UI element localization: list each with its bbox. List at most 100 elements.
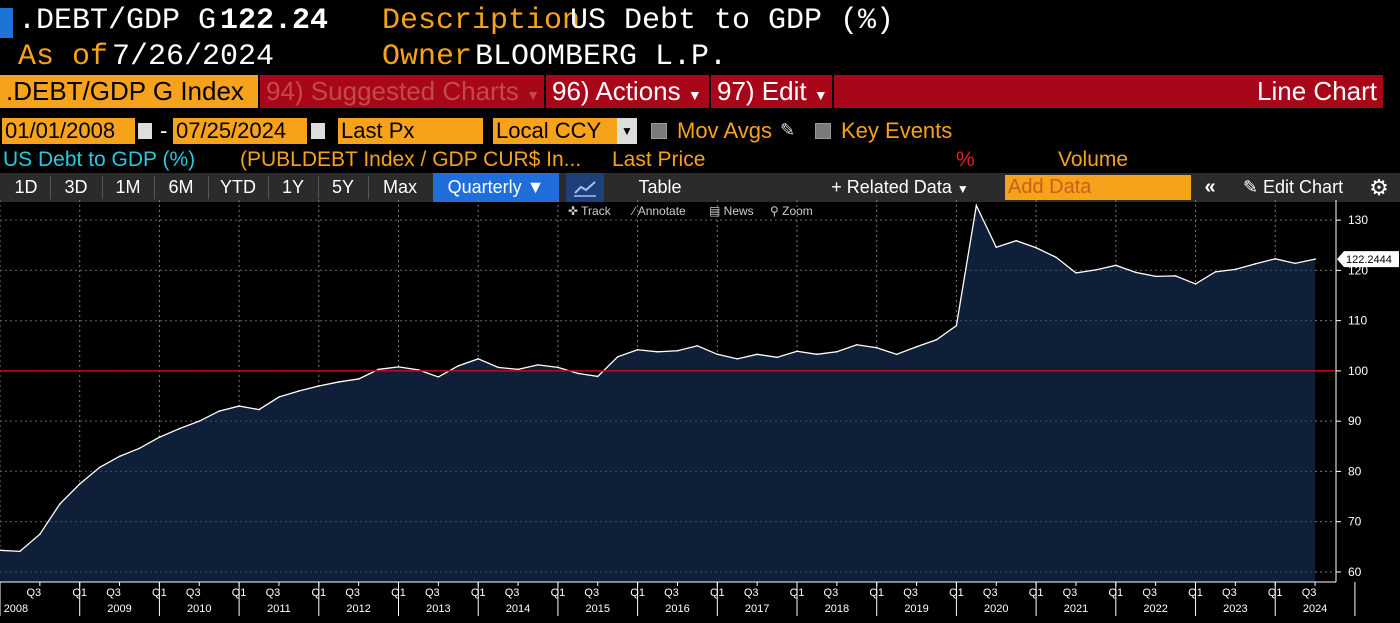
edit-label: 97) Edit (717, 76, 807, 106)
owner-label: Owner (382, 40, 473, 74)
suggested-charts-label: 94) Suggested Charts (266, 76, 519, 106)
range-5y-button[interactable]: 5Y (331, 177, 355, 197)
data-point (796, 350, 798, 353)
quarter-label: Q3 (106, 587, 121, 599)
data-point (1254, 263, 1257, 265)
news-tool[interactable]: ▤ News (709, 204, 754, 218)
data-point (118, 455, 121, 458)
data-point (1035, 246, 1037, 249)
data-point (138, 447, 141, 450)
quarter-label: Q1 (311, 587, 326, 599)
data-point (656, 350, 659, 353)
range-3d-button[interactable]: 3D (64, 177, 88, 197)
caret-down-icon: ▼ (687, 87, 702, 103)
gear-icon[interactable]: ⚙ (1369, 175, 1389, 200)
edit-chart-label: Edit Chart (1263, 177, 1344, 197)
owner-value: BLOOMBERG L.P. (475, 40, 728, 74)
year-label: 2019 (904, 603, 928, 615)
quarter-label: Q1 (152, 587, 167, 599)
chart-type-menu[interactable]: Line Chart (834, 75, 1383, 108)
security-field[interactable]: .DEBT/GDP G Index (0, 75, 258, 108)
data-point (836, 350, 838, 353)
data-point (955, 324, 958, 327)
calendar-icon[interactable] (138, 123, 152, 139)
track-label: Track (581, 204, 611, 218)
key-events-checkbox[interactable] (815, 123, 831, 139)
edit-menu[interactable]: 97) Edit ▼ (711, 75, 832, 108)
track-tool[interactable]: ✜ Track (568, 204, 611, 218)
chart-toolbar: 1D 3D 1M 6M YTD 1Y 5Y Max Quarterly ▼ Ta… (0, 173, 1400, 202)
data-point (596, 375, 599, 378)
calendar-icon[interactable] (311, 123, 325, 139)
y-tick-label: 130 (1348, 213, 1368, 227)
field-select[interactable]: Last Px (338, 118, 483, 144)
range-6m-button[interactable]: 6M (168, 177, 194, 197)
data-point (437, 376, 440, 378)
data-point (397, 366, 400, 368)
caret-down-icon[interactable]: ▼ (617, 118, 637, 144)
data-point (278, 396, 280, 398)
caret-down-icon: ▼ (526, 177, 545, 197)
quarter-label: Q3 (584, 587, 599, 599)
quarter-label: Q1 (232, 587, 247, 599)
data-point (1174, 275, 1177, 277)
caret-down-icon: ▼ (813, 87, 828, 103)
suggested-charts-menu[interactable]: 94) Suggested Charts ▼ (260, 75, 544, 108)
line-chart-icon[interactable] (566, 173, 604, 202)
currency-select[interactable]: Local CCY (493, 118, 617, 144)
quarter-label: Q3 (824, 587, 839, 599)
data-point (816, 353, 818, 356)
range-max-button[interactable]: Max (382, 177, 417, 197)
related-data-menu[interactable]: + Related Data ▼ (812, 173, 988, 202)
pencil-icon[interactable]: ✎ (780, 120, 796, 140)
quarter-label: Q3 (266, 587, 281, 599)
annotate-tool[interactable]: ∕ Annotate (633, 204, 686, 218)
quarter-label: Q1 (790, 587, 805, 599)
mov-avgs-label: Mov Avgs (677, 118, 772, 143)
range-1y-button[interactable]: 1Y (281, 177, 305, 197)
line-chart-glyph (574, 181, 596, 197)
start-date-input[interactable]: 01/01/2008 (2, 118, 135, 144)
edit-chart-button[interactable]: ✎ Edit Chart (1228, 173, 1358, 202)
range-ytd-button[interactable]: YTD (220, 177, 256, 197)
menu-bar: .DEBT/GDP G Index 94) Suggested Charts ▼… (0, 75, 1400, 108)
year-label: 2024 (1303, 603, 1327, 615)
data-point (855, 343, 858, 346)
actions-menu[interactable]: 96) Actions ▼ (546, 75, 709, 108)
year-label: 2009 (107, 603, 131, 615)
data-point (1095, 269, 1097, 271)
frequency-label: Quarterly (447, 177, 522, 197)
data-point (776, 356, 778, 359)
chevron-double-left-icon[interactable]: « (1204, 176, 1216, 198)
mov-avgs-checkbox[interactable] (651, 123, 667, 139)
quarter-label: Q3 (1063, 587, 1078, 599)
frequency-select[interactable]: Quarterly ▼ (433, 173, 559, 202)
data-point (58, 503, 61, 505)
data-point (557, 366, 559, 369)
series-layer (0, 203, 1335, 583)
year-label: 2016 (665, 603, 689, 615)
range-1d-button[interactable]: 1D (14, 177, 38, 197)
end-date-input[interactable]: 07/25/2024 (173, 118, 307, 144)
volume-label: Volume (1058, 148, 1129, 171)
data-point (935, 338, 938, 341)
quarter-label: Q3 (1142, 587, 1157, 599)
range-1m-button[interactable]: 1M (115, 177, 141, 197)
y-tick-label: 70 (1348, 515, 1362, 529)
add-data-input[interactable]: Add Data (1005, 175, 1191, 200)
year-label: 2011 (267, 603, 291, 615)
as-of-date: 7/26/2024 (112, 40, 275, 74)
quarter-label: Q1 (630, 587, 645, 599)
as-of-label: As of (18, 40, 109, 74)
data-point (975, 204, 978, 207)
table-button[interactable]: Table (638, 177, 682, 197)
data-point (1115, 264, 1117, 267)
y-tick-label: 100 (1348, 364, 1368, 378)
data-point (1274, 258, 1277, 260)
data-point (497, 366, 499, 369)
quarter-label: Q1 (72, 587, 87, 599)
series-formula: (PUBLDEBT Index / GDP CUR$ In... (240, 148, 582, 171)
data-point (337, 381, 340, 383)
quarter-label: Q1 (869, 587, 884, 599)
